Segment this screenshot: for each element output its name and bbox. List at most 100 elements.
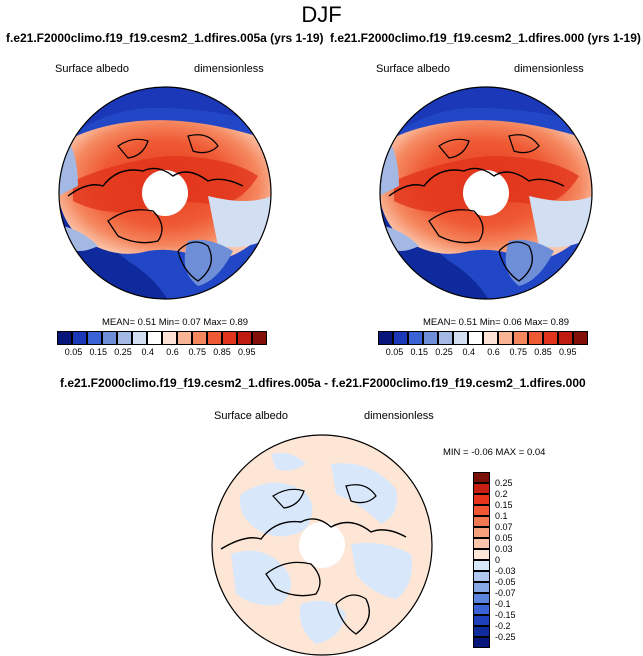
stat-mean-label: MEAN=	[102, 317, 135, 328]
difference-colorbar-swatch	[473, 637, 490, 648]
difference-colorbar-label: 0	[495, 555, 501, 565]
polar-map-difference	[211, 434, 433, 656]
difference-colorbar-swatch	[473, 560, 490, 571]
albedo-colorbar-label: 0.25	[435, 347, 453, 357]
difference-colorbar-label: -0.03	[495, 566, 516, 576]
difference-colorbar-swatch	[473, 549, 490, 560]
albedo-colorbar-swatch	[162, 331, 177, 345]
panel-variable-label: Surface albedo	[376, 63, 450, 75]
albedo-colorbar-label: 0.05	[385, 347, 404, 357]
difference-colorbar-swatch	[473, 538, 490, 549]
albedo-colorbar-label: 0.4	[462, 347, 476, 357]
panel-stats-case-000: MEAN= 0.51 Min= 0.06 Max= 0.89	[423, 317, 569, 328]
stat-min-value: 0.06	[503, 317, 522, 328]
difference-colorbar-swatch	[473, 527, 490, 538]
panel-variable-label: Surface albedo	[214, 410, 288, 422]
difference-colorbar-label: -0.1	[495, 599, 511, 609]
difference-colorbar-label: -0.25	[495, 632, 516, 642]
colorbar-difference	[473, 472, 490, 648]
albedo-colorbar-swatch	[468, 331, 483, 345]
albedo-colorbar-swatch	[573, 331, 588, 345]
albedo-colorbar-label: 0.95	[558, 347, 577, 357]
albedo-colorbar-label: 0.75	[188, 347, 207, 357]
difference-min-max: MIN = -0.06 MAX = 0.04	[443, 447, 546, 458]
albedo-colorbar-swatch	[207, 331, 222, 345]
albedo-colorbar-swatch	[192, 331, 207, 345]
difference-colorbar-label: 0.15	[495, 500, 513, 510]
difference-colorbar-label: -0.07	[495, 588, 516, 598]
difference-colorbar-swatch	[473, 582, 490, 593]
difference-colorbar-swatch	[473, 472, 490, 483]
polar-map-case-005a	[58, 86, 272, 300]
albedo-colorbar-swatch	[117, 331, 132, 345]
albedo-colorbar-swatch	[528, 331, 543, 345]
albedo-colorbar-label: 0.6	[166, 347, 179, 357]
colorbar-albedo-case-000	[378, 331, 588, 345]
albedo-colorbar-swatch	[132, 331, 147, 345]
figure-title: DJF	[301, 2, 342, 27]
colorbar-labels-case-005a: 0.05 0.15 0.25 0.4 0.6 0.75 0.85 0.95	[57, 347, 267, 359]
panel-variable-label: Surface albedo	[55, 63, 129, 75]
difference-colorbar-label: 0.05	[495, 533, 513, 543]
panel-title-case-000: f.e21.F2000climo.f19_f19.cesm2_1.dfires.…	[330, 31, 641, 45]
albedo-colorbar-label: 0.75	[509, 347, 528, 357]
albedo-colorbar-swatch	[423, 331, 438, 345]
difference-colorbar-swatch	[473, 604, 490, 615]
stat-min-label: Min=	[158, 317, 180, 328]
albedo-colorbar-label: 0.05	[64, 347, 83, 357]
albedo-colorbar-swatch	[513, 331, 528, 345]
stat-mean-value: 0.51	[458, 317, 478, 328]
albedo-colorbar-swatch	[378, 331, 393, 345]
stat-max-value: 0.89	[550, 317, 570, 328]
difference-colorbar-swatch	[473, 483, 490, 494]
albedo-colorbar-swatch	[498, 331, 513, 345]
panel-units-label: dimensionless	[514, 63, 584, 75]
panel-title-difference: f.e21.F2000climo.f19_f19.cesm2_1.dfires.…	[60, 376, 586, 390]
colorbar-labels-difference: 0.25 0.2 0.15 0.1 0.07 0.05 0.03 0 -0.03 -0.05 -0.…	[495, 472, 535, 648]
albedo-colorbar-swatch	[408, 331, 423, 345]
panel-stats-case-005a: MEAN= 0.51 Min= 0.07 Max= 0.89	[102, 317, 248, 328]
albedo-colorbar-label: 0.6	[487, 347, 500, 357]
difference-colorbar-label: 0.2	[495, 489, 508, 499]
difference-colorbar-label: 0.25	[495, 478, 513, 488]
difference-colorbar-swatch	[473, 626, 490, 637]
colorbar-albedo-case-005a	[57, 331, 267, 345]
polar-map-case-000	[379, 86, 593, 300]
albedo-colorbar-swatch	[147, 331, 162, 345]
stat-min-value: 0.07	[182, 317, 201, 328]
stat-mean-value: 0.51	[137, 317, 157, 328]
stat-min-label: Min=	[479, 317, 501, 328]
albedo-colorbar-swatch	[72, 331, 87, 345]
stat-max-label: Max=	[203, 317, 227, 328]
albedo-colorbar-swatch	[558, 331, 573, 345]
difference-colorbar-swatch	[473, 494, 490, 505]
stat-max-label: Max=	[524, 317, 548, 328]
albedo-colorbar-swatch	[222, 331, 237, 345]
difference-colorbar-swatch	[473, 593, 490, 604]
difference-colorbar-swatch	[473, 516, 490, 527]
albedo-colorbar-swatch	[177, 331, 192, 345]
stat-max-value: 0.89	[229, 317, 249, 328]
albedo-colorbar-swatch	[252, 331, 267, 345]
difference-colorbar-label: 0.03	[495, 544, 513, 554]
albedo-colorbar-label: 0.25	[114, 347, 132, 357]
colorbar-labels-case-000: 0.05 0.15 0.25 0.4 0.6 0.75 0.85 0.95	[378, 347, 588, 359]
albedo-colorbar-label: 0.15	[410, 347, 429, 357]
albedo-colorbar-swatch	[393, 331, 408, 345]
difference-colorbar-label: 0.1	[495, 511, 508, 521]
panel-title-case-005a: f.e21.F2000climo.f19_f19.cesm2_1.dfires.…	[6, 31, 324, 45]
albedo-colorbar-label: 0.4	[141, 347, 155, 357]
albedo-colorbar-swatch	[87, 331, 102, 345]
difference-colorbar-label: -0.2	[495, 621, 511, 631]
albedo-colorbar-swatch	[483, 331, 498, 345]
albedo-colorbar-swatch	[543, 331, 558, 345]
albedo-colorbar-swatch	[237, 331, 252, 345]
albedo-colorbar-swatch	[57, 331, 72, 345]
difference-colorbar-label: -0.15	[495, 610, 516, 620]
albedo-colorbar-swatch	[438, 331, 453, 345]
albedo-colorbar-label: 0.85	[534, 347, 552, 357]
difference-colorbar-swatch	[473, 505, 490, 516]
difference-colorbar-swatch	[473, 571, 490, 582]
stat-mean-label: MEAN=	[423, 317, 456, 328]
difference-colorbar-swatch	[473, 615, 490, 626]
